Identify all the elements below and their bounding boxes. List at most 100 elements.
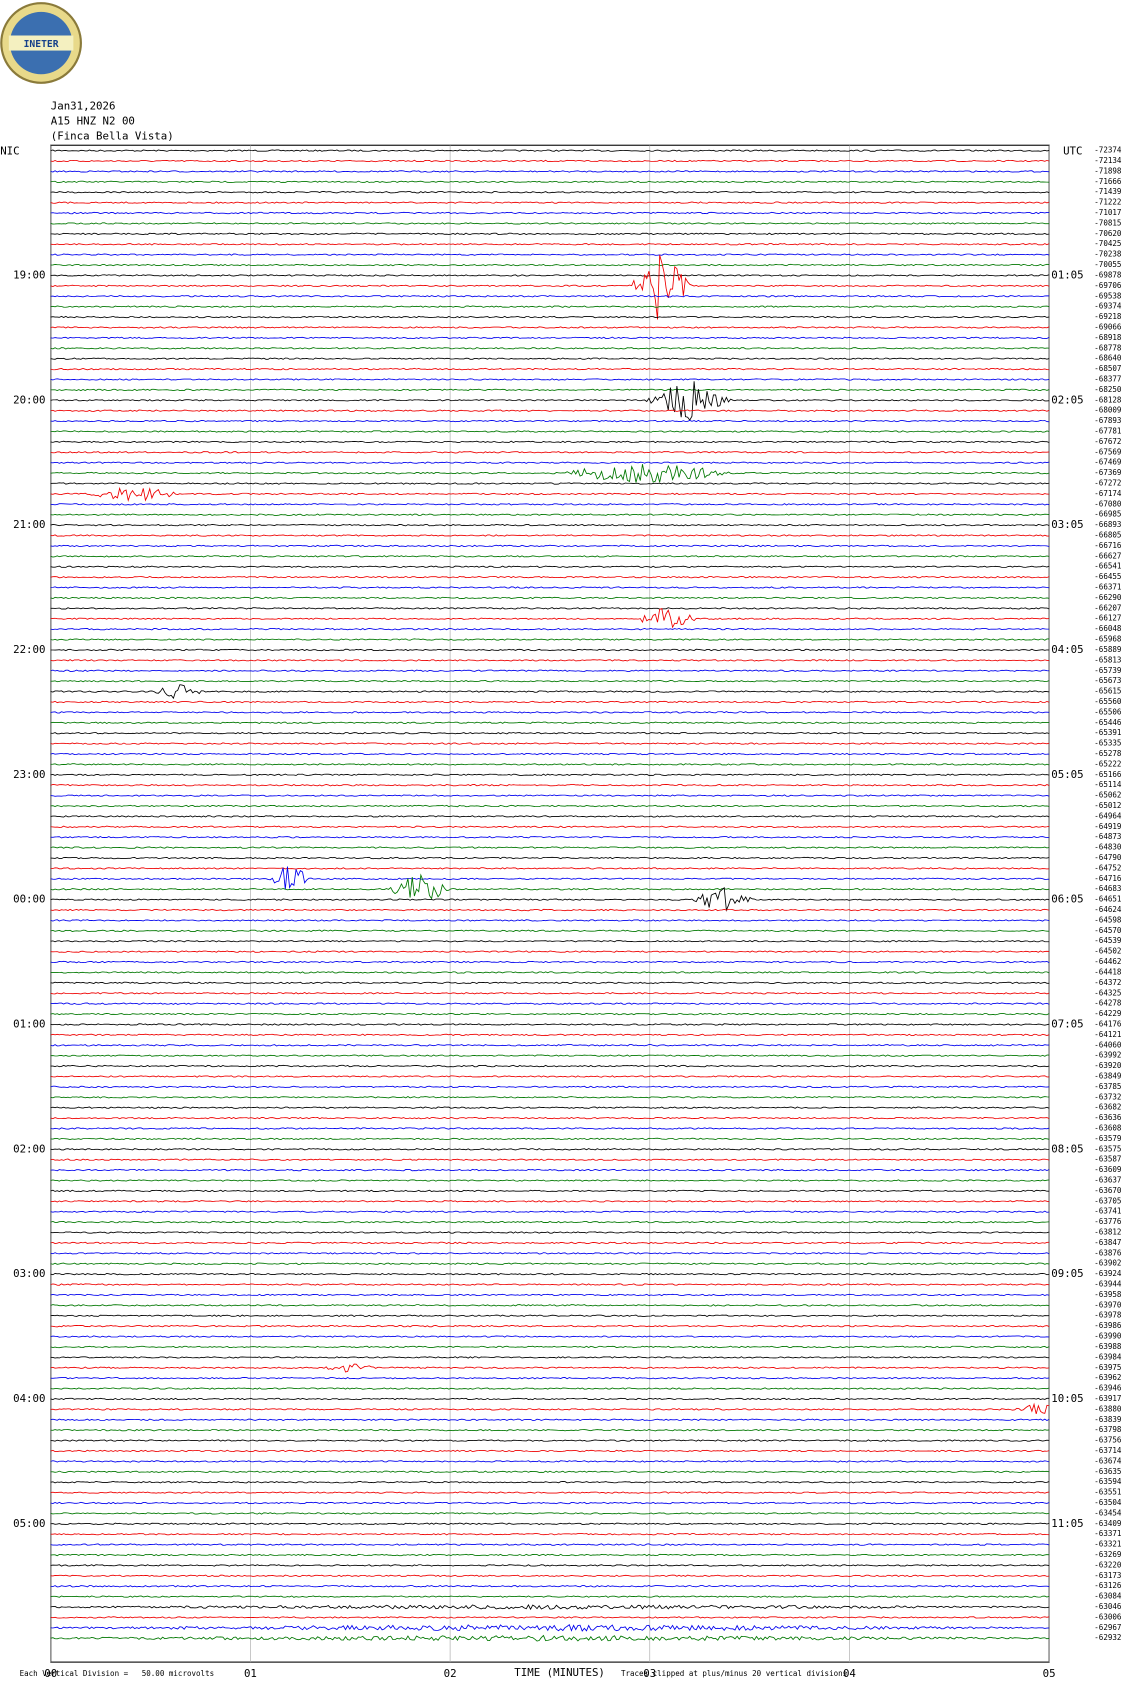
x-tick-label: 03 [643, 1667, 656, 1680]
trace [50, 1314, 1050, 1317]
trace [50, 1402, 1050, 1415]
trace-offset: -63849 [1094, 1071, 1122, 1080]
trace [50, 1376, 1050, 1380]
trace [50, 513, 1050, 516]
trace-offset: -64325 [1094, 988, 1121, 997]
trace [50, 586, 1050, 589]
right-hour-label: 01:05 [1051, 268, 1083, 281]
trace [50, 388, 1050, 392]
trace [50, 305, 1050, 308]
trace [50, 1075, 1050, 1078]
trace-offset: -66207 [1094, 603, 1121, 612]
x-tick-label: 04 [843, 1667, 856, 1680]
trace [50, 295, 1050, 298]
left-hour-label: 05:00 [13, 1517, 45, 1530]
right-hour-label: 10:05 [1051, 1392, 1083, 1405]
right-hour-label: 07:05 [1051, 1017, 1083, 1030]
trace-offset: -65222 [1094, 759, 1121, 768]
trace [50, 555, 1050, 558]
trace-offset: -63988 [1094, 1342, 1122, 1351]
trace-offset: -69538 [1094, 291, 1122, 300]
trace-offset: -63962 [1094, 1373, 1121, 1382]
trace-offset: -63776 [1094, 1217, 1122, 1226]
trace [50, 929, 1050, 933]
trace [50, 253, 1050, 256]
trace-offset: -69066 [1094, 322, 1122, 331]
trace [50, 482, 1050, 485]
trace-offset: -63986 [1094, 1321, 1122, 1330]
trace-offset: -70238 [1094, 250, 1122, 259]
trace [50, 222, 1050, 225]
left-hour-label: 23:00 [13, 768, 45, 781]
trace [50, 1044, 1050, 1047]
trace [50, 565, 1050, 568]
trace-offset: -65506 [1094, 707, 1122, 716]
trace [50, 836, 1050, 839]
trace [50, 1397, 1050, 1401]
trace-offset: -63876 [1094, 1248, 1122, 1257]
trace [50, 1564, 1050, 1567]
left-title: NIC [0, 145, 19, 158]
trace-offset: -68918 [1094, 333, 1122, 342]
trace-offset: -69878 [1094, 270, 1122, 279]
trace [50, 211, 1050, 215]
trace-offset: -66048 [1094, 624, 1122, 633]
trace [50, 804, 1050, 808]
trace-offset: -66290 [1094, 593, 1122, 602]
trace [50, 1168, 1050, 1172]
trace [50, 919, 1050, 922]
trace [50, 825, 1050, 828]
trace-offset: -65062 [1094, 791, 1121, 800]
right-hour-label: 04:05 [1051, 643, 1083, 656]
trace [50, 742, 1050, 745]
trace-offset: -63920 [1094, 1061, 1122, 1070]
trace [50, 503, 1050, 506]
right-hour-label: 05:05 [1051, 768, 1083, 781]
trace [50, 732, 1050, 735]
trace [50, 534, 1050, 537]
trace-offset: -63126 [1094, 1581, 1122, 1590]
trace [50, 232, 1050, 236]
trace-offset: -66716 [1094, 541, 1122, 550]
date: Jan31,2026 [51, 100, 116, 113]
trace [50, 1491, 1050, 1494]
trace-offset: -63970 [1094, 1300, 1122, 1309]
trace [50, 1553, 1050, 1557]
left-hour-label: 00:00 [13, 893, 45, 906]
trace [50, 1429, 1050, 1432]
trace [50, 1387, 1050, 1390]
trace-offset: -68250 [1094, 385, 1122, 394]
trace [50, 1623, 1050, 1632]
trace-offset: -63847 [1094, 1238, 1121, 1247]
trace-offset: -65673 [1094, 676, 1121, 685]
trace-offset: -68640 [1094, 354, 1122, 363]
trace-offset: -63637 [1094, 1176, 1121, 1185]
trace [50, 1241, 1050, 1245]
trace [50, 1574, 1050, 1577]
trace [50, 1189, 1050, 1193]
trace [50, 684, 1050, 700]
trace-offset: -65813 [1094, 655, 1121, 664]
trace [50, 1200, 1050, 1203]
trace-offset: -64372 [1094, 978, 1121, 987]
trace [50, 1595, 1050, 1598]
trace-offset: -71666 [1094, 177, 1122, 186]
scale-note: Each Vertical Division = 50.00 microvolt… [20, 1669, 215, 1678]
clip-note: Traces clipped at plus/minus 20 vertical… [621, 1669, 847, 1678]
trace-offset: -64752 [1094, 863, 1121, 872]
trace-offset: -64176 [1094, 1019, 1122, 1028]
trace [50, 1023, 1050, 1026]
right-hour-label: 06:05 [1051, 893, 1083, 906]
trace-offset: -63992 [1094, 1051, 1121, 1060]
trace-offset: -65278 [1094, 749, 1122, 758]
logo-text: INETER [24, 39, 59, 50]
trace [50, 950, 1050, 953]
trace [50, 763, 1050, 766]
trace-offset: -63682 [1094, 1103, 1121, 1112]
trace-offset: -71439 [1094, 187, 1122, 196]
trace-offset: -63587 [1094, 1155, 1121, 1164]
trace [50, 596, 1050, 600]
trace-offset: -63220 [1094, 1560, 1122, 1569]
left-hour-label: 03:00 [13, 1267, 45, 1280]
